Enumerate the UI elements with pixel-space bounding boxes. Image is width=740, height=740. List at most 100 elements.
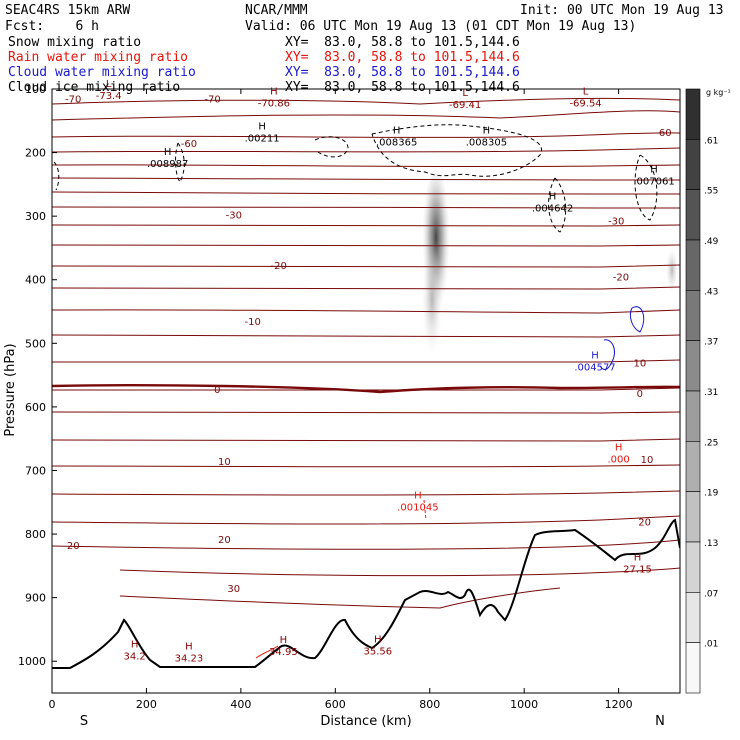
colorbar-tick-label: .25 [704, 438, 718, 448]
y-tick-label: 300 [25, 210, 46, 223]
extreme-value-label: 27.15 [623, 565, 652, 576]
cloud-water-contour [629, 306, 645, 333]
colorbar-swatch [685, 239, 701, 291]
extreme-type-label: H [185, 642, 193, 653]
extreme-value-label: .008365 [376, 137, 417, 148]
forecast-hour: Fcst: 6 h [5, 19, 99, 34]
field-label-cloud-ice: Cloud ice mixing ratio [8, 80, 181, 95]
valid-time: Valid: 06 UTC Mon 19 Aug 13 (01 CDT Mon … [245, 19, 637, 34]
field-xy-cloud-water: XY= 83.0, 58.8 to 101.5,144.6 [285, 65, 520, 80]
isotherm-label: -70 [204, 95, 220, 106]
field-label-cloud-water: Cloud water mixing ratio [8, 65, 196, 80]
colorbar-swatch [685, 189, 701, 241]
field-xy-cloud-ice: XY= 83.0, 58.8 to 101.5,144.6 [285, 80, 520, 95]
colorbar-swatch [685, 290, 701, 341]
isotherm-label: 30 [227, 584, 240, 595]
isotherm [119, 587, 561, 609]
init-time: Init: 00 UTC Mon 19 Aug 13 [520, 3, 724, 18]
extreme-type-label: H [258, 122, 266, 133]
cloud-water-contours [599, 306, 645, 370]
extreme-type-label: L [462, 88, 468, 99]
isotherm-label: 10 [218, 457, 231, 468]
extreme-value-label: -69.41 [449, 100, 481, 111]
snow-contour [548, 177, 567, 233]
extreme-type-label: H [270, 87, 278, 98]
isotherm [52, 97, 680, 105]
isotherm-label: -20 [613, 273, 629, 284]
y-tick-label: 200 [25, 147, 46, 160]
isotherm [52, 177, 680, 181]
isotherm-label: 0 [214, 385, 220, 396]
extreme-value-label: -69.54 [569, 99, 601, 110]
colorbar-tick-label: .37 [704, 338, 718, 348]
colorbar-swatch [685, 642, 701, 694]
isotherm [52, 110, 680, 121]
y-tick-label: 1000 [18, 655, 46, 668]
snow-contour [634, 154, 658, 221]
extreme-type-label: H [634, 553, 642, 564]
extreme-value-label: -70.86 [258, 99, 290, 110]
colorbar-swatch [685, 88, 701, 140]
extreme-type-label: L [583, 87, 589, 98]
field-xy-rain: XY= 83.0, 58.8 to 101.5,144.6 [285, 50, 520, 65]
isotherm-label: 0 [637, 389, 643, 400]
x-tick-label: 600 [325, 698, 346, 711]
isotherm [52, 464, 680, 468]
x-tick-label: 400 [230, 698, 251, 711]
extreme-value-label: 34.95 [269, 647, 298, 658]
x-tick-label: 200 [136, 698, 157, 711]
extreme-type-label: H [393, 125, 401, 136]
isotherm [52, 539, 680, 550]
rain-water-contours [255, 499, 427, 659]
extreme-value-label: .000 [607, 455, 629, 466]
extreme-value-label: .001045 [397, 502, 438, 513]
isotherm-label: 20 [218, 535, 231, 546]
isotherm [52, 132, 680, 138]
isotherm-label: -20 [270, 261, 286, 272]
colorbar-tick-label: .19 [704, 489, 719, 499]
colorbar-swatch [685, 491, 701, 543]
isotherm-label: -60 [655, 128, 671, 139]
extreme-type-label: H [549, 191, 557, 202]
rain-water-contour [423, 499, 427, 521]
colorbar-tick-label: .43 [704, 287, 718, 297]
isotherm [52, 244, 680, 247]
freezing-level [52, 384, 680, 394]
x-axis: 0 200 400 600 800 1000 1200 [49, 89, 633, 711]
y-tick-label: 500 [25, 337, 46, 350]
extreme-value-label: 34.2 [123, 652, 145, 663]
isotherm-label: 20 [638, 517, 651, 528]
y-tick-label: 100 [25, 83, 46, 96]
extreme-type-label: H [414, 490, 422, 501]
colorbar-swatch [685, 340, 701, 392]
snow-contour [371, 124, 543, 177]
colorbar-tick-label: .49 [704, 237, 719, 247]
isotherm [52, 147, 680, 153]
y-tick-label: 400 [25, 274, 46, 287]
isotherm [119, 567, 680, 577]
x-tick-label: 1200 [605, 698, 633, 711]
isotherm [52, 224, 680, 227]
x-tick-label: 0 [49, 698, 56, 711]
isotherm [52, 411, 680, 414]
plot-area [52, 97, 680, 669]
colorbar-tick-label: .55 [704, 187, 718, 197]
isotherm-label: -30 [608, 217, 624, 228]
isotherm-label: 10 [633, 358, 646, 369]
extreme-type-label: H [650, 165, 658, 176]
extreme-type-label: H [164, 147, 172, 158]
isotherm [52, 309, 680, 314]
extreme-value-label: .007061 [633, 177, 674, 188]
extreme-type-label: H [615, 443, 623, 454]
isotherm [52, 334, 680, 338]
isotherm [52, 438, 680, 442]
temperature-labels: -70 -70 -60 -60 -30 -30 -20 -20 -10 10 0 0 10 10 20 20 2… [65, 95, 672, 596]
isotherm [52, 164, 680, 168]
cloud-water-contour [599, 339, 615, 370]
extreme-type-label: H [374, 635, 382, 646]
isotherm-label: 20 [67, 541, 80, 552]
field-label-rain: Rain water mixing ratio [8, 50, 189, 65]
rain-water-contour [255, 645, 279, 659]
colorbar-tick-label: .61 [704, 136, 718, 146]
extreme-value-label: .004577 [574, 362, 615, 373]
